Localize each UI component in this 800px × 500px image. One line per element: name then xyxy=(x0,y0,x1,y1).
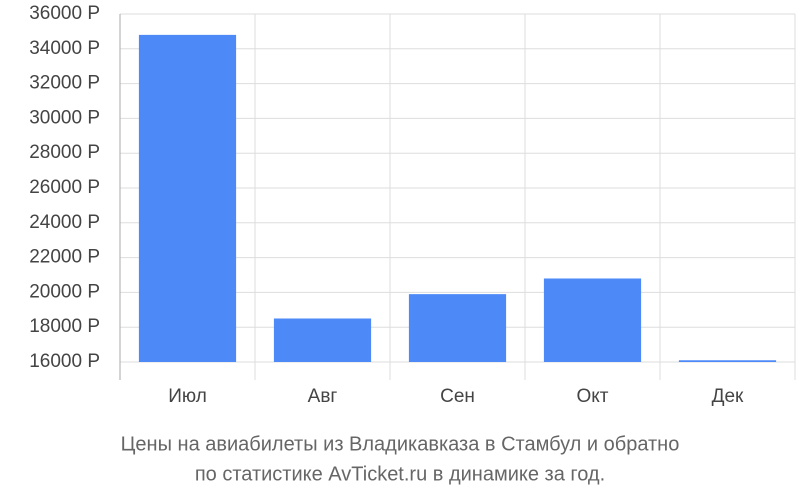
y-tick-label: 20000 Р xyxy=(29,281,100,302)
bar xyxy=(678,360,777,362)
y-tick-label: 28000 Р xyxy=(29,142,100,163)
y-tick-label: 18000 Р xyxy=(29,316,100,337)
caption: по статистике AvTicket.ru в динамике за … xyxy=(195,463,605,485)
x-tick-label: Июл xyxy=(168,386,207,407)
x-tick-label: Окт xyxy=(576,386,608,407)
bar xyxy=(543,278,642,362)
bar xyxy=(273,318,372,362)
y-tick-label: 24000 Р xyxy=(29,212,100,233)
y-tick-label: 34000 Р xyxy=(29,38,100,59)
y-tick-label: 26000 Р xyxy=(29,177,100,198)
y-tick-label: 32000 Р xyxy=(29,73,100,94)
y-tick-label: 16000 Р xyxy=(29,351,100,372)
x-tick-label: Дек xyxy=(712,386,744,407)
bar xyxy=(138,34,237,362)
x-tick-label: Сен xyxy=(440,386,475,407)
y-tick-label: 22000 Р xyxy=(29,247,100,268)
bar xyxy=(408,294,507,362)
y-tick-label: 36000 Р xyxy=(29,3,100,24)
caption: Цены на авиабилеты из Владикавказа в Ста… xyxy=(121,433,680,455)
x-tick-label: Авг xyxy=(308,386,338,407)
y-tick-label: 30000 Р xyxy=(29,107,100,128)
